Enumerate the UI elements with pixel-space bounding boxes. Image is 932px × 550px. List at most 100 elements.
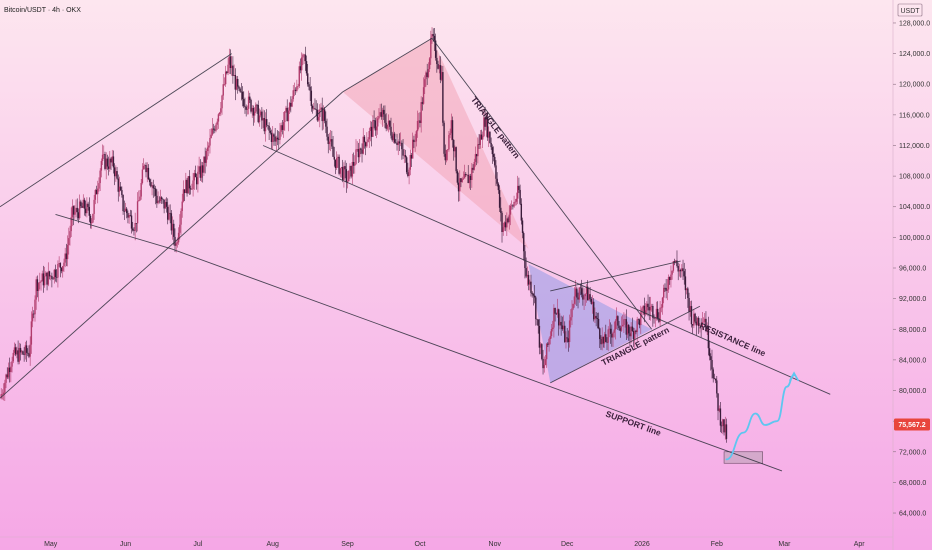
candle-body [447,149,449,151]
candle-body [433,35,436,41]
candle-body [621,324,624,327]
candle-body [689,306,691,312]
candle-body [94,189,97,200]
triangle-falling-edge[interactable] [431,38,653,330]
candle-body [161,197,163,200]
candle-body [712,369,714,379]
candle-body [607,329,609,343]
candle-body [672,261,675,271]
time-axis[interactable]: May Jun Jul Aug Sep Oct Nov Dec 2026 Feb Mar Apr [0,536,893,548]
candle-body [348,170,350,182]
candle-body [270,132,273,142]
price-axis[interactable]: 64,000.068,000.072,000.076,000.080,000.0… [892,0,930,550]
support-line[interactable] [171,248,783,472]
candle-body [666,289,669,291]
candle-body [510,205,513,207]
candle-body [397,141,399,146]
candle-body [595,315,597,319]
candle-body [227,64,229,74]
candle-body [710,356,712,361]
candle-body [17,350,19,362]
candle-body [427,69,430,78]
candle-body [630,326,632,337]
candle-body [95,189,98,195]
candle-body [538,325,541,348]
candle-body [670,274,672,281]
candle-body [497,183,500,191]
candle-body [252,107,255,116]
candle-body [608,328,611,330]
candle-body [719,408,722,426]
inner-diagonal-line[interactable] [0,91,344,399]
candle-body [356,149,358,150]
candle-body [475,154,478,157]
candle-body [570,317,572,321]
candle-body [667,277,670,290]
candle-body [308,84,310,87]
candle-body [628,324,630,334]
candle-body [618,325,620,329]
candle-body [328,141,331,145]
candle-body [705,318,707,331]
candle-body [495,165,497,179]
candle-body [564,325,566,343]
candle-body [310,90,313,106]
candle-body [572,303,574,309]
candle-body [413,139,415,143]
candle-body [274,136,276,142]
candle-body [716,380,718,394]
candle-body [588,294,590,301]
candle-body [422,87,425,104]
candle-body [139,196,141,201]
x-tick-label: Apr [854,541,866,548]
triangle-rising-edge[interactable] [342,37,433,93]
candle-body [484,117,486,127]
candle-body [144,165,146,166]
candle-body [713,378,716,379]
candle-body [601,336,603,345]
lower-triangle-upper-edge[interactable] [550,260,681,292]
upper-channel-line[interactable] [0,53,232,208]
candle-body [158,200,160,202]
candle-body [354,163,356,166]
candle-body [70,217,72,232]
candle-body [65,253,68,260]
x-tick-label: Jul [193,541,202,548]
candle-body [216,121,218,125]
candle-body [241,91,244,100]
candle-body [110,158,112,163]
y-tick-label: 72,000.0 [899,449,926,456]
candle-body [2,392,5,395]
candle-body [148,179,151,183]
candle-body [661,297,664,308]
candle-body [549,336,551,340]
candle-body [541,344,543,359]
candle-body [124,208,127,212]
candle-body [93,199,95,214]
candle-body [396,143,398,146]
candle-body [591,301,594,304]
candle-body [262,118,264,121]
candle-body [366,142,368,147]
candle-body [612,332,614,338]
y-tick-label: 120,000.0 [899,82,930,89]
candle-body [702,321,705,323]
candle-body [30,321,33,345]
candle-body [600,339,602,345]
candle-body [119,186,122,191]
channel-base-line[interactable] [55,213,172,250]
candle-body [48,271,51,277]
candle-body [232,65,234,76]
candle-body [377,118,379,127]
candle-body [175,243,177,246]
candle-body [512,205,514,207]
candle-body [565,337,567,343]
candle-body [370,126,373,137]
candle-body [87,203,89,207]
candle-body [210,134,212,138]
currency-label: USDT [900,8,920,15]
candle-body [130,215,133,229]
resistance-line[interactable] [262,145,831,395]
lower-triangle-lower-edge[interactable] [550,305,701,384]
